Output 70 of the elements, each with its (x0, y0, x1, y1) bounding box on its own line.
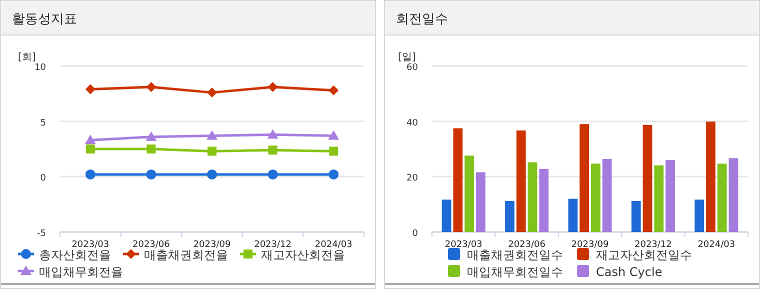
y-tick-label: 0 (412, 229, 418, 239)
legend-label: 매입채무회전일수 (467, 265, 563, 279)
chart-title: 활동성지표 (12, 12, 77, 27)
bar (568, 198, 578, 232)
point (206, 130, 218, 140)
point (207, 169, 217, 180)
legend-label: 매출채권회전율 (144, 248, 228, 262)
bar (539, 168, 549, 232)
bar (476, 172, 486, 232)
legend-label: 총자산회전율 (39, 248, 111, 262)
x-tick-label: 2024/03 (314, 240, 352, 250)
y-tick-label: 20 (406, 174, 418, 184)
bar (453, 128, 463, 232)
legend-label: Cash Cycle (596, 265, 662, 279)
bar (516, 130, 526, 232)
y-tick-label: 40 (406, 118, 418, 128)
legend-label: 매출채권회전일수 (467, 248, 563, 262)
bar (528, 162, 538, 232)
bar (717, 164, 727, 232)
bar (642, 124, 652, 232)
x-tick-label: 2023/12 (254, 240, 292, 250)
chart-title: 회전일수 (396, 12, 448, 27)
bar (602, 158, 612, 232)
bar (591, 164, 600, 232)
bar (580, 124, 589, 232)
x-tick-label: 2023/12 (634, 240, 672, 250)
bar (654, 165, 664, 232)
x-tick-label: 2023/09 (571, 240, 609, 250)
point (146, 144, 156, 154)
point (267, 129, 278, 139)
y-axis-title: [일] (398, 52, 416, 63)
bar (464, 156, 474, 232)
point (146, 82, 156, 92)
x-tick-label: 2023/03 (444, 240, 482, 250)
bar (442, 200, 452, 232)
point (86, 144, 95, 154)
point (207, 88, 217, 98)
y-tick-label: 0 (40, 174, 46, 184)
point (146, 169, 156, 180)
point (85, 84, 96, 94)
point (268, 146, 278, 155)
x-tick-label: 2023/09 (193, 240, 231, 250)
y-tick-label: 60 (406, 63, 418, 73)
x-tick-label: 2023/06 (132, 240, 170, 250)
bar (505, 201, 514, 232)
point (328, 85, 339, 96)
bar (631, 201, 641, 232)
point (146, 131, 157, 141)
y-axis-title: [회] (18, 52, 36, 63)
point (329, 146, 338, 156)
point (84, 134, 96, 144)
point (85, 169, 96, 180)
x-tick-label: 2023/06 (508, 240, 546, 250)
point (268, 169, 278, 180)
y-tick-label: 5 (40, 118, 46, 128)
point (268, 82, 278, 92)
legend-label: 재고자산회전율 (261, 248, 345, 262)
x-tick-label: 2023/03 (72, 240, 110, 250)
y-tick-label: -5 (37, 229, 46, 239)
legend-label: 매입채무회전율 (39, 265, 123, 279)
bar (666, 160, 675, 232)
x-tick-label: 2024/03 (698, 240, 736, 250)
y-tick-label: 10 (34, 63, 46, 73)
legend-label: 재고자산회전일수 (596, 248, 692, 262)
point (328, 169, 339, 180)
bar (706, 122, 716, 232)
bar (728, 158, 738, 232)
point (328, 130, 340, 140)
bar (694, 200, 704, 232)
point (208, 146, 216, 156)
